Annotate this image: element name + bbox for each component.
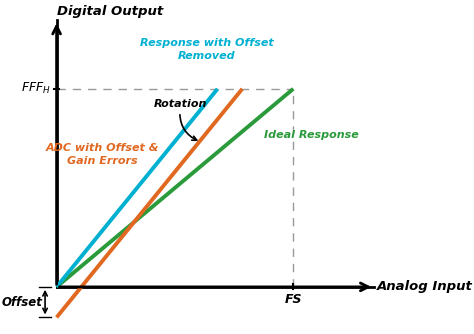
Text: $\mathit{FFF}_{\mathit{H}}$: $\mathit{FFF}_{\mathit{H}}$ (21, 81, 51, 97)
Text: Digital Output: Digital Output (56, 5, 163, 18)
Text: Rotation: Rotation (154, 99, 208, 140)
Text: Response with Offset
Removed: Response with Offset Removed (140, 38, 273, 61)
Text: ADC with Offset &
Gain Errors: ADC with Offset & Gain Errors (46, 143, 160, 166)
Text: FS: FS (284, 293, 302, 306)
Text: Analog Input: Analog Input (377, 281, 473, 293)
Text: Ideal Response: Ideal Response (264, 130, 359, 140)
Text: Offset: Offset (1, 296, 42, 309)
